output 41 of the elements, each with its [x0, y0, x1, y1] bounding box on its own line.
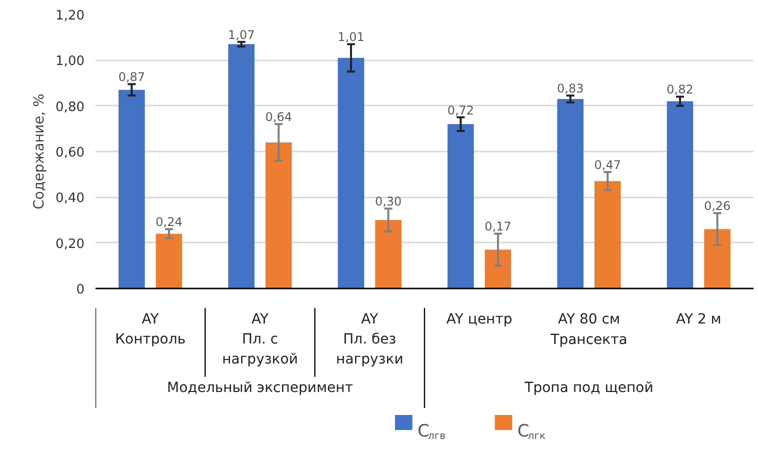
y-tick-label: 1,00 — [56, 54, 85, 70]
y-axis-title: Содержание, % — [32, 94, 48, 210]
bar — [265, 142, 292, 288]
bar — [557, 98, 584, 288]
data-label: 0,26 — [704, 199, 731, 214]
data-label: 0,87 — [118, 70, 146, 84]
data-label: 0,82 — [666, 82, 694, 97]
bar — [338, 58, 364, 288]
data-label: 0,72 — [447, 103, 474, 118]
text: Тропа под щепой — [524, 380, 654, 396]
x-tick-label: AY Контроль — [115, 312, 186, 348]
data-label: 0,47 — [594, 158, 622, 172]
y-tick-label: 0,80 — [56, 100, 85, 115]
bar — [666, 101, 694, 288]
bar — [704, 229, 730, 288]
data-label: 0,17 — [484, 220, 512, 234]
x-tick-label: AY 2 м — [676, 312, 722, 328]
bar — [484, 250, 512, 288]
bar — [156, 234, 182, 288]
y-tick-label: 0,20 — [56, 236, 85, 252]
x-tick-label: AY Пл. с нагрузкой — [222, 312, 298, 368]
bar — [448, 124, 474, 288]
y-tick-label: 0 — [76, 282, 85, 298]
y-tick-label: 0,60 — [56, 146, 85, 160]
x-tick-label: AY 80 см — [558, 312, 620, 328]
data-label: 0,24 — [156, 215, 182, 230]
bar — [375, 220, 402, 288]
data-label: 1,01 — [338, 30, 364, 44]
data-label: 0,30 — [374, 194, 402, 209]
data-label: 0,64 — [265, 110, 292, 124]
bar — [594, 181, 621, 288]
text: Трансекта — [550, 332, 628, 348]
x-tick-label: AY центр — [446, 312, 512, 328]
y-tick-label: 0,40 — [56, 191, 85, 206]
data-label: 1,07 — [228, 28, 255, 42]
text: Модельный эксперимент — [167, 380, 353, 396]
y-tick-label: 1,20 — [56, 8, 85, 24]
bar — [228, 44, 255, 288]
data-label: 0,83 — [556, 82, 584, 96]
bar — [118, 90, 145, 288]
x-tick-label: AY Пл. без нагрузки — [336, 312, 404, 368]
